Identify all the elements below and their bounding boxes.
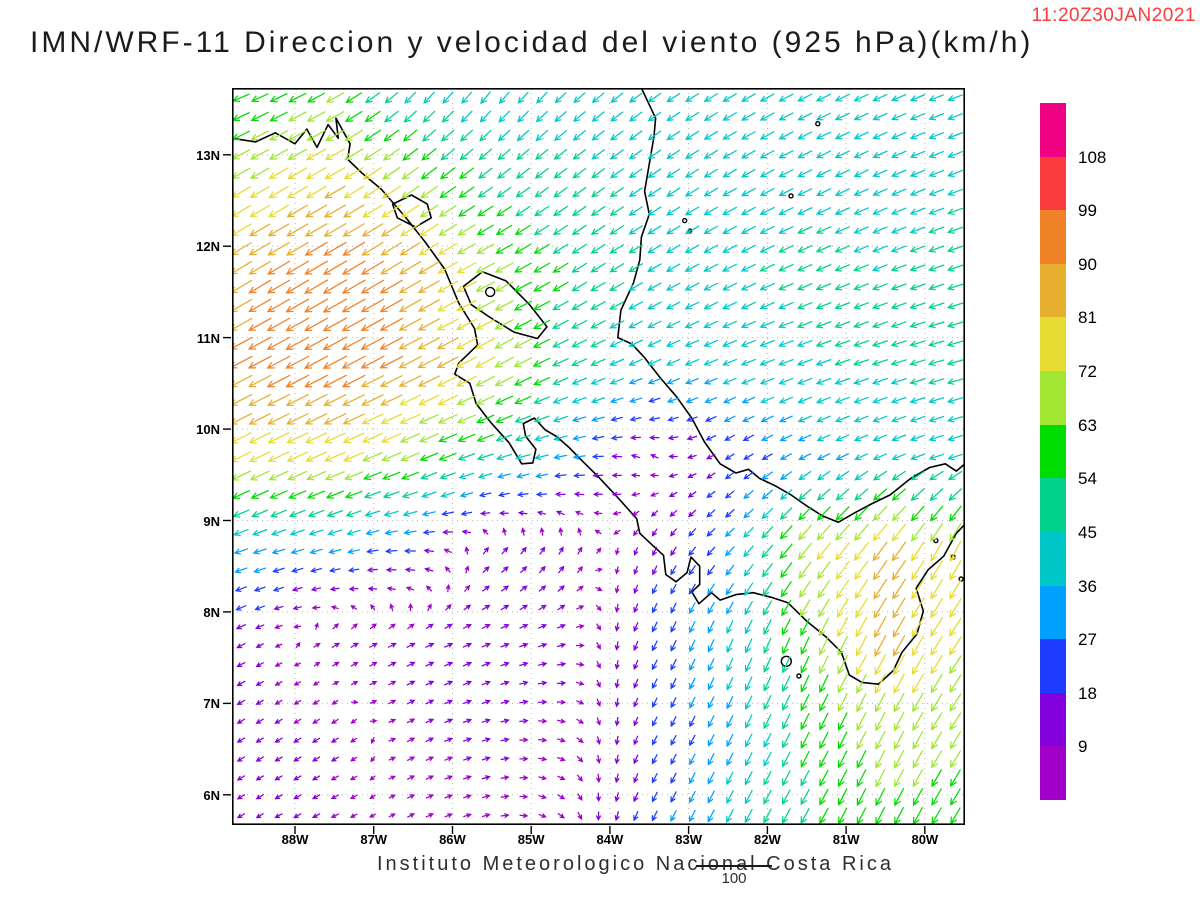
colorbar-segment [1040,317,1066,372]
colorbar-tick-label: 9 [1078,737,1088,757]
wind-arrow-set [232,148,962,695]
axis-ticks [223,154,926,834]
wind-arrow-set [232,91,964,825]
colorbar-segment [1040,263,1066,318]
x-axis-tick-label: 87W [360,832,388,847]
y-axis-tick-label: 6N [203,787,220,803]
x-axis-tick-label: 88W [281,832,309,847]
colorbar-segment [1040,424,1066,479]
island-outline [788,193,794,199]
wind-arrow-set [232,92,962,788]
lake-nicaragua [462,271,548,340]
map-area [223,88,966,834]
wind-arrow-set [232,185,907,658]
wind-arrow-set [232,241,404,388]
colorbar-segment [1040,639,1066,694]
chart-timestamp: 11:20Z30JAN2021 [1031,5,1196,26]
colorbar-segment [1040,585,1066,640]
x-axis-tick-label: 83W [675,832,703,847]
colorbar-segment [1040,478,1066,533]
x-axis-tick-label: 85W [517,832,545,847]
island-outline [796,673,802,679]
colorbar-segment [1040,531,1066,587]
x-axis-tick-label: 84W [596,832,624,847]
coastlines [232,88,965,685]
colorbar-tick-label: 90 [1078,254,1097,274]
colorbar-segment [1040,371,1066,426]
colorbar-segment [1040,103,1066,158]
y-axis-tick-label: 7N [203,696,220,712]
x-axis-tick-label: 82W [754,832,781,847]
wind-arrows [232,91,964,825]
colorbar-tick-label: 45 [1078,522,1097,542]
lake-managua [391,194,432,228]
colorbar-tick-label: 54 [1078,469,1097,489]
pacific-coast [232,117,965,685]
chart-title: IMN/WRF-11 Direccion y velocidad del vie… [30,26,1034,59]
x-axis-tick-label: 80W [911,832,939,847]
colorbar-tick-label: 36 [1078,576,1097,596]
wind-arrow-set [232,92,962,825]
island-outline [780,655,792,667]
wind-arrow-set [274,472,659,821]
colorbar-tick-label: 99 [1078,201,1097,221]
footer-credit: Instituto Meteorologico Nacional Costa R… [377,853,894,875]
plot-border [232,88,966,826]
island-outline [485,286,496,298]
wind-arrow-set [233,91,964,824]
colorbar-tick-label: 72 [1078,362,1097,382]
x-axis-tick-label: 86W [439,832,466,847]
island-outline [958,576,964,582]
x-axis-tick-label: 81W [832,832,860,847]
wind-arrow-set [234,397,773,822]
y-axis-tick-label: 9N [203,513,220,529]
colorbar [1040,103,1066,801]
y-axis-tick-label: 12N [196,239,220,255]
colorbar-segment [1040,210,1066,265]
wind-arrow-set [235,434,716,822]
island-outline [682,217,688,224]
island-outline [815,121,821,127]
wind-vector-map [223,88,966,834]
reference-vector-line [696,865,772,867]
colorbar-segment [1040,156,1066,211]
colorbar-tick-label: 18 [1078,683,1097,703]
colorbar-tick-label: 63 [1078,415,1097,435]
wind-arrow-set [233,377,850,823]
reference-vector-label: 100 [721,870,747,887]
y-axis-tick-label: 11N [196,330,220,346]
colorbar-segment [1040,746,1066,801]
colorbar-tick-label: 27 [1078,630,1097,650]
y-axis-tick-label: 13N [196,147,220,163]
colorbar-tick-label: 81 [1078,308,1097,328]
colorbar-segment [1040,692,1066,747]
colorbar-tick-label: 108 [1078,147,1107,167]
y-axis-tick-label: 10N [196,422,220,438]
y-axis-tick-label: 8N [203,604,220,620]
caribbean-coast [617,88,965,524]
plot-layers [232,88,965,825]
